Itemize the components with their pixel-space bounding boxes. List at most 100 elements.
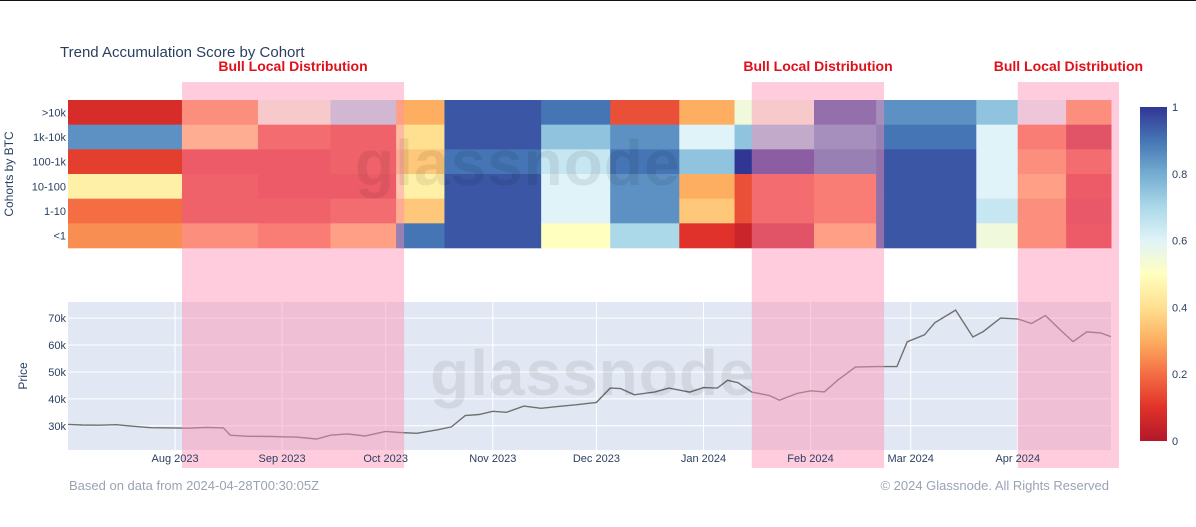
heatmap-cell bbox=[734, 198, 815, 224]
heatmap-cell bbox=[68, 223, 183, 249]
heatmap-cell bbox=[444, 100, 542, 125]
heatmap-cell bbox=[330, 100, 397, 125]
heatmap-cell bbox=[541, 198, 611, 224]
heatmap-cell bbox=[330, 174, 397, 199]
price-x-tick: Sep 2023 bbox=[259, 453, 306, 465]
heatmap-cell bbox=[734, 223, 815, 249]
heatmap-cell bbox=[976, 198, 1019, 224]
heatmap-cell bbox=[610, 149, 680, 175]
watermark-price: glassnode bbox=[430, 337, 756, 409]
chart-title: Trend Accumulation Score by Cohort bbox=[60, 44, 305, 61]
heatmap-cell bbox=[1066, 124, 1112, 150]
footer-source: Based on data from 2024-04-28T00:30:05Z bbox=[69, 478, 319, 493]
colorbar-tick: 0.6 bbox=[1172, 236, 1187, 248]
heatmap-cell bbox=[976, 174, 1019, 199]
colorbar-ticks: 0 0.2 0.4 0.6 0.8 1 bbox=[1172, 102, 1187, 448]
heatmap-cell bbox=[444, 198, 542, 224]
colorbar-tick: 0.2 bbox=[1172, 369, 1187, 381]
heatmap-cell bbox=[396, 223, 445, 249]
heatmap-cell bbox=[396, 100, 445, 125]
watermark-heatmap: glassnode bbox=[355, 127, 681, 199]
heatmap-cell bbox=[876, 100, 977, 125]
heatmap-cell bbox=[876, 174, 977, 199]
price-y-tick: 30k bbox=[48, 421, 66, 433]
heatmap-cell bbox=[181, 174, 259, 199]
heatmap-cell bbox=[1017, 149, 1067, 175]
heatmap-cell bbox=[813, 174, 877, 199]
heatmap-cell bbox=[541, 124, 611, 150]
heatmap-cell bbox=[181, 198, 259, 224]
heatmap-cell bbox=[541, 174, 611, 199]
heatmap-cell bbox=[813, 223, 877, 249]
row-label: 10-100 bbox=[32, 181, 66, 193]
price-x-ticks: Aug 2023 Sep 2023 Oct 2023 Nov 2023 Dec 2023… bbox=[152, 453, 1041, 465]
heatmap-cell bbox=[257, 198, 331, 224]
colorbar-tick: 1 bbox=[1172, 102, 1178, 114]
heatmap-cell bbox=[734, 149, 815, 175]
annotation-bull-local-distribution: Bull Local Distribution bbox=[218, 58, 367, 74]
heatmap-cell bbox=[1017, 198, 1067, 224]
price-grid bbox=[68, 302, 1111, 450]
heatmap-cell bbox=[1066, 149, 1112, 175]
annotation-bull-local-distribution: Bull Local Distribution bbox=[994, 58, 1143, 74]
heatmap-cell bbox=[444, 149, 542, 175]
heatmap-row-labels: >10k 1k-10k 100-1k 10-100 1-10 <1 bbox=[32, 107, 67, 242]
heatmap-cell bbox=[976, 223, 1019, 249]
price-y-axis-title: Price bbox=[16, 362, 30, 390]
colorbar-tick: 0 bbox=[1172, 436, 1178, 448]
heatmap-cell bbox=[813, 124, 877, 150]
heatmap-cell bbox=[813, 198, 877, 224]
highlight-band bbox=[1017, 82, 1119, 468]
heatmap-cell bbox=[444, 174, 542, 199]
heatmap-cell bbox=[976, 149, 1019, 175]
row-label: <1 bbox=[53, 231, 66, 243]
heatmap-cell bbox=[541, 223, 611, 249]
heatmap-cell bbox=[1066, 198, 1112, 224]
heatmap-cell bbox=[68, 149, 183, 175]
price-x-tick: Feb 2024 bbox=[787, 453, 833, 465]
heatmap-cell bbox=[813, 149, 877, 175]
heatmap-cell bbox=[257, 100, 331, 125]
heatmap-cell bbox=[541, 100, 611, 125]
heatmap-cell bbox=[976, 124, 1019, 150]
heatmap-cell bbox=[1066, 223, 1112, 249]
heatmap bbox=[68, 100, 1112, 249]
heatmap-cell bbox=[1066, 100, 1112, 125]
heatmap-cell bbox=[679, 223, 736, 249]
heatmap-cell bbox=[1017, 174, 1067, 199]
heatmap-cell bbox=[330, 149, 397, 175]
colorbar bbox=[1140, 107, 1167, 441]
heatmap-cell bbox=[396, 124, 445, 150]
heatmap-cell bbox=[679, 149, 736, 175]
heatmap-cell bbox=[876, 124, 977, 150]
footer-copyright: © 2024 Glassnode. All Rights Reserved bbox=[880, 478, 1109, 493]
row-label: 100-1k bbox=[32, 157, 66, 169]
price-x-tick: Dec 2023 bbox=[573, 453, 620, 465]
heatmap-cell bbox=[396, 174, 445, 199]
heatmap-cell bbox=[181, 124, 259, 150]
heatmap-cell bbox=[444, 124, 542, 150]
heatmap-cell bbox=[330, 223, 397, 249]
colorbar-tick: 0.8 bbox=[1172, 169, 1187, 181]
heatmap-cell bbox=[679, 124, 736, 150]
annotation-bull-local-distribution: Bull Local Distribution bbox=[743, 58, 892, 74]
heatmap-cell bbox=[734, 100, 815, 125]
heatmap-cell bbox=[257, 223, 331, 249]
heatmap-cell bbox=[813, 100, 877, 125]
price-y-tick: 60k bbox=[48, 340, 66, 352]
heatmap-cell bbox=[876, 198, 977, 224]
heatmap-y-axis-title: Cohorts by BTC bbox=[2, 131, 16, 217]
top-rule bbox=[0, 0, 1196, 1]
heatmap-cell bbox=[734, 124, 815, 150]
highlight-band bbox=[182, 82, 405, 468]
heatmap-cell bbox=[396, 149, 445, 175]
heatmap-cell bbox=[257, 124, 331, 150]
price-y-tick: 70k bbox=[48, 313, 66, 325]
heatmap-cell bbox=[610, 198, 680, 224]
heatmap-cell bbox=[679, 100, 736, 125]
heatmap-cell bbox=[1066, 174, 1112, 199]
heatmap-cell bbox=[679, 198, 736, 224]
heatmap-cell bbox=[68, 174, 183, 199]
price-x-tick: Apr 2024 bbox=[995, 453, 1040, 465]
